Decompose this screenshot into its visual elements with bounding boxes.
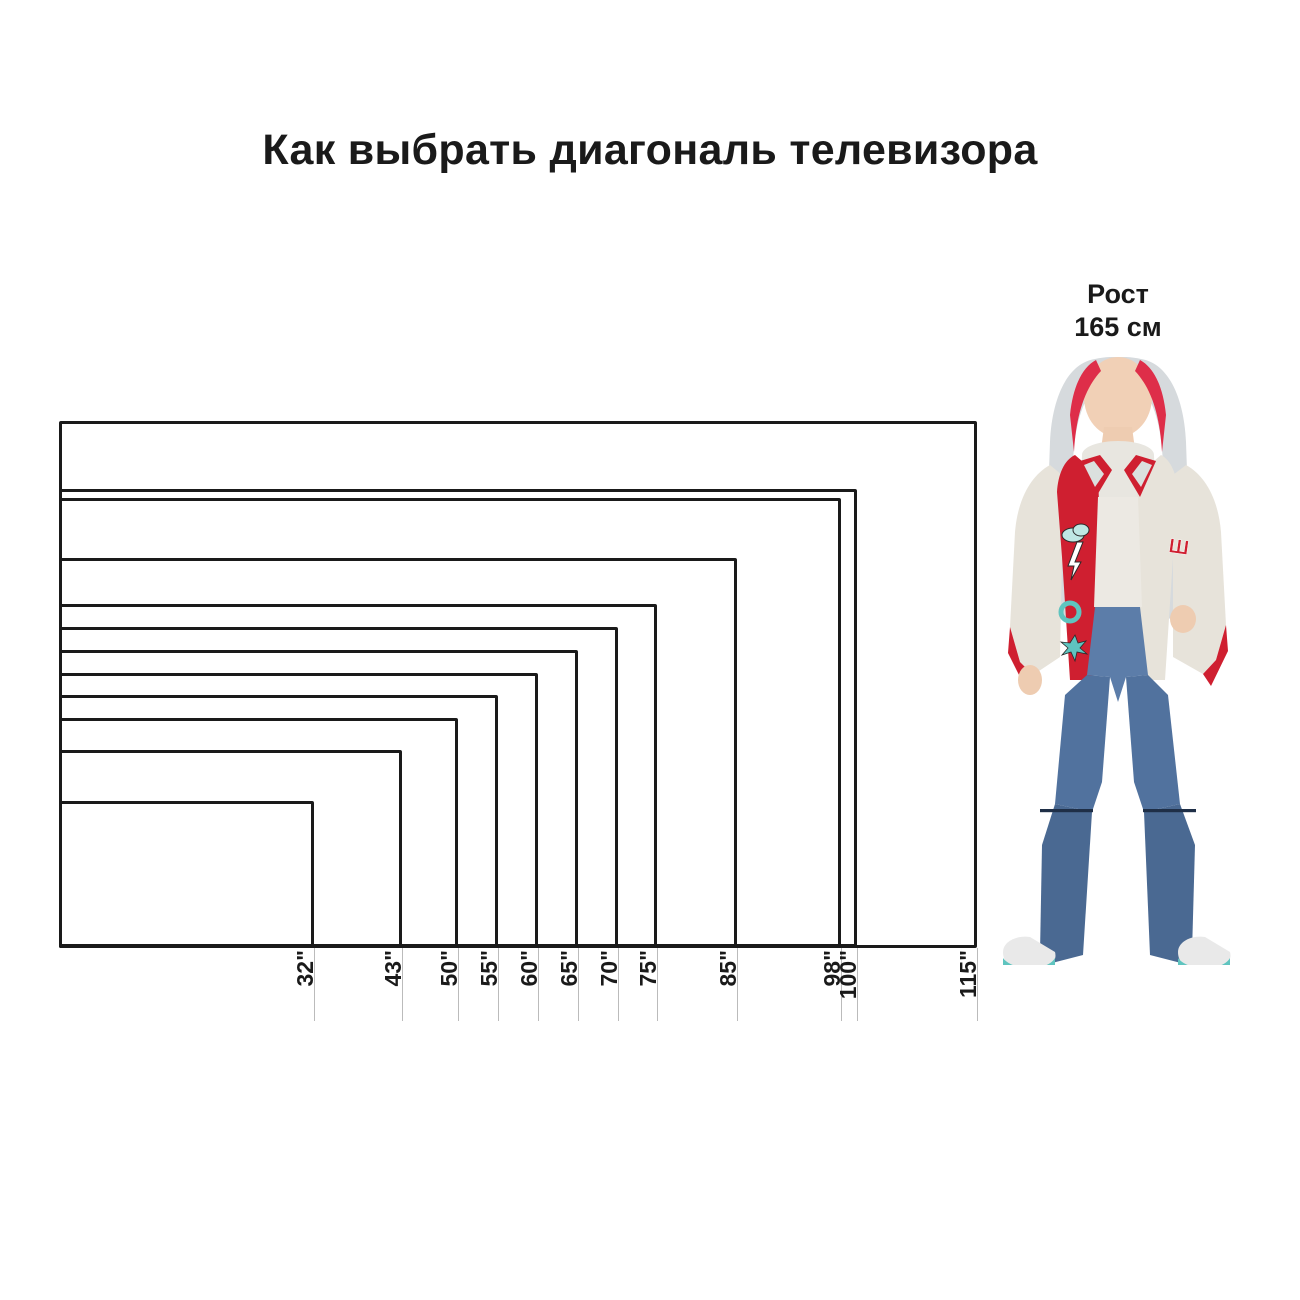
svg-text:Ш: Ш: [1167, 535, 1190, 560]
